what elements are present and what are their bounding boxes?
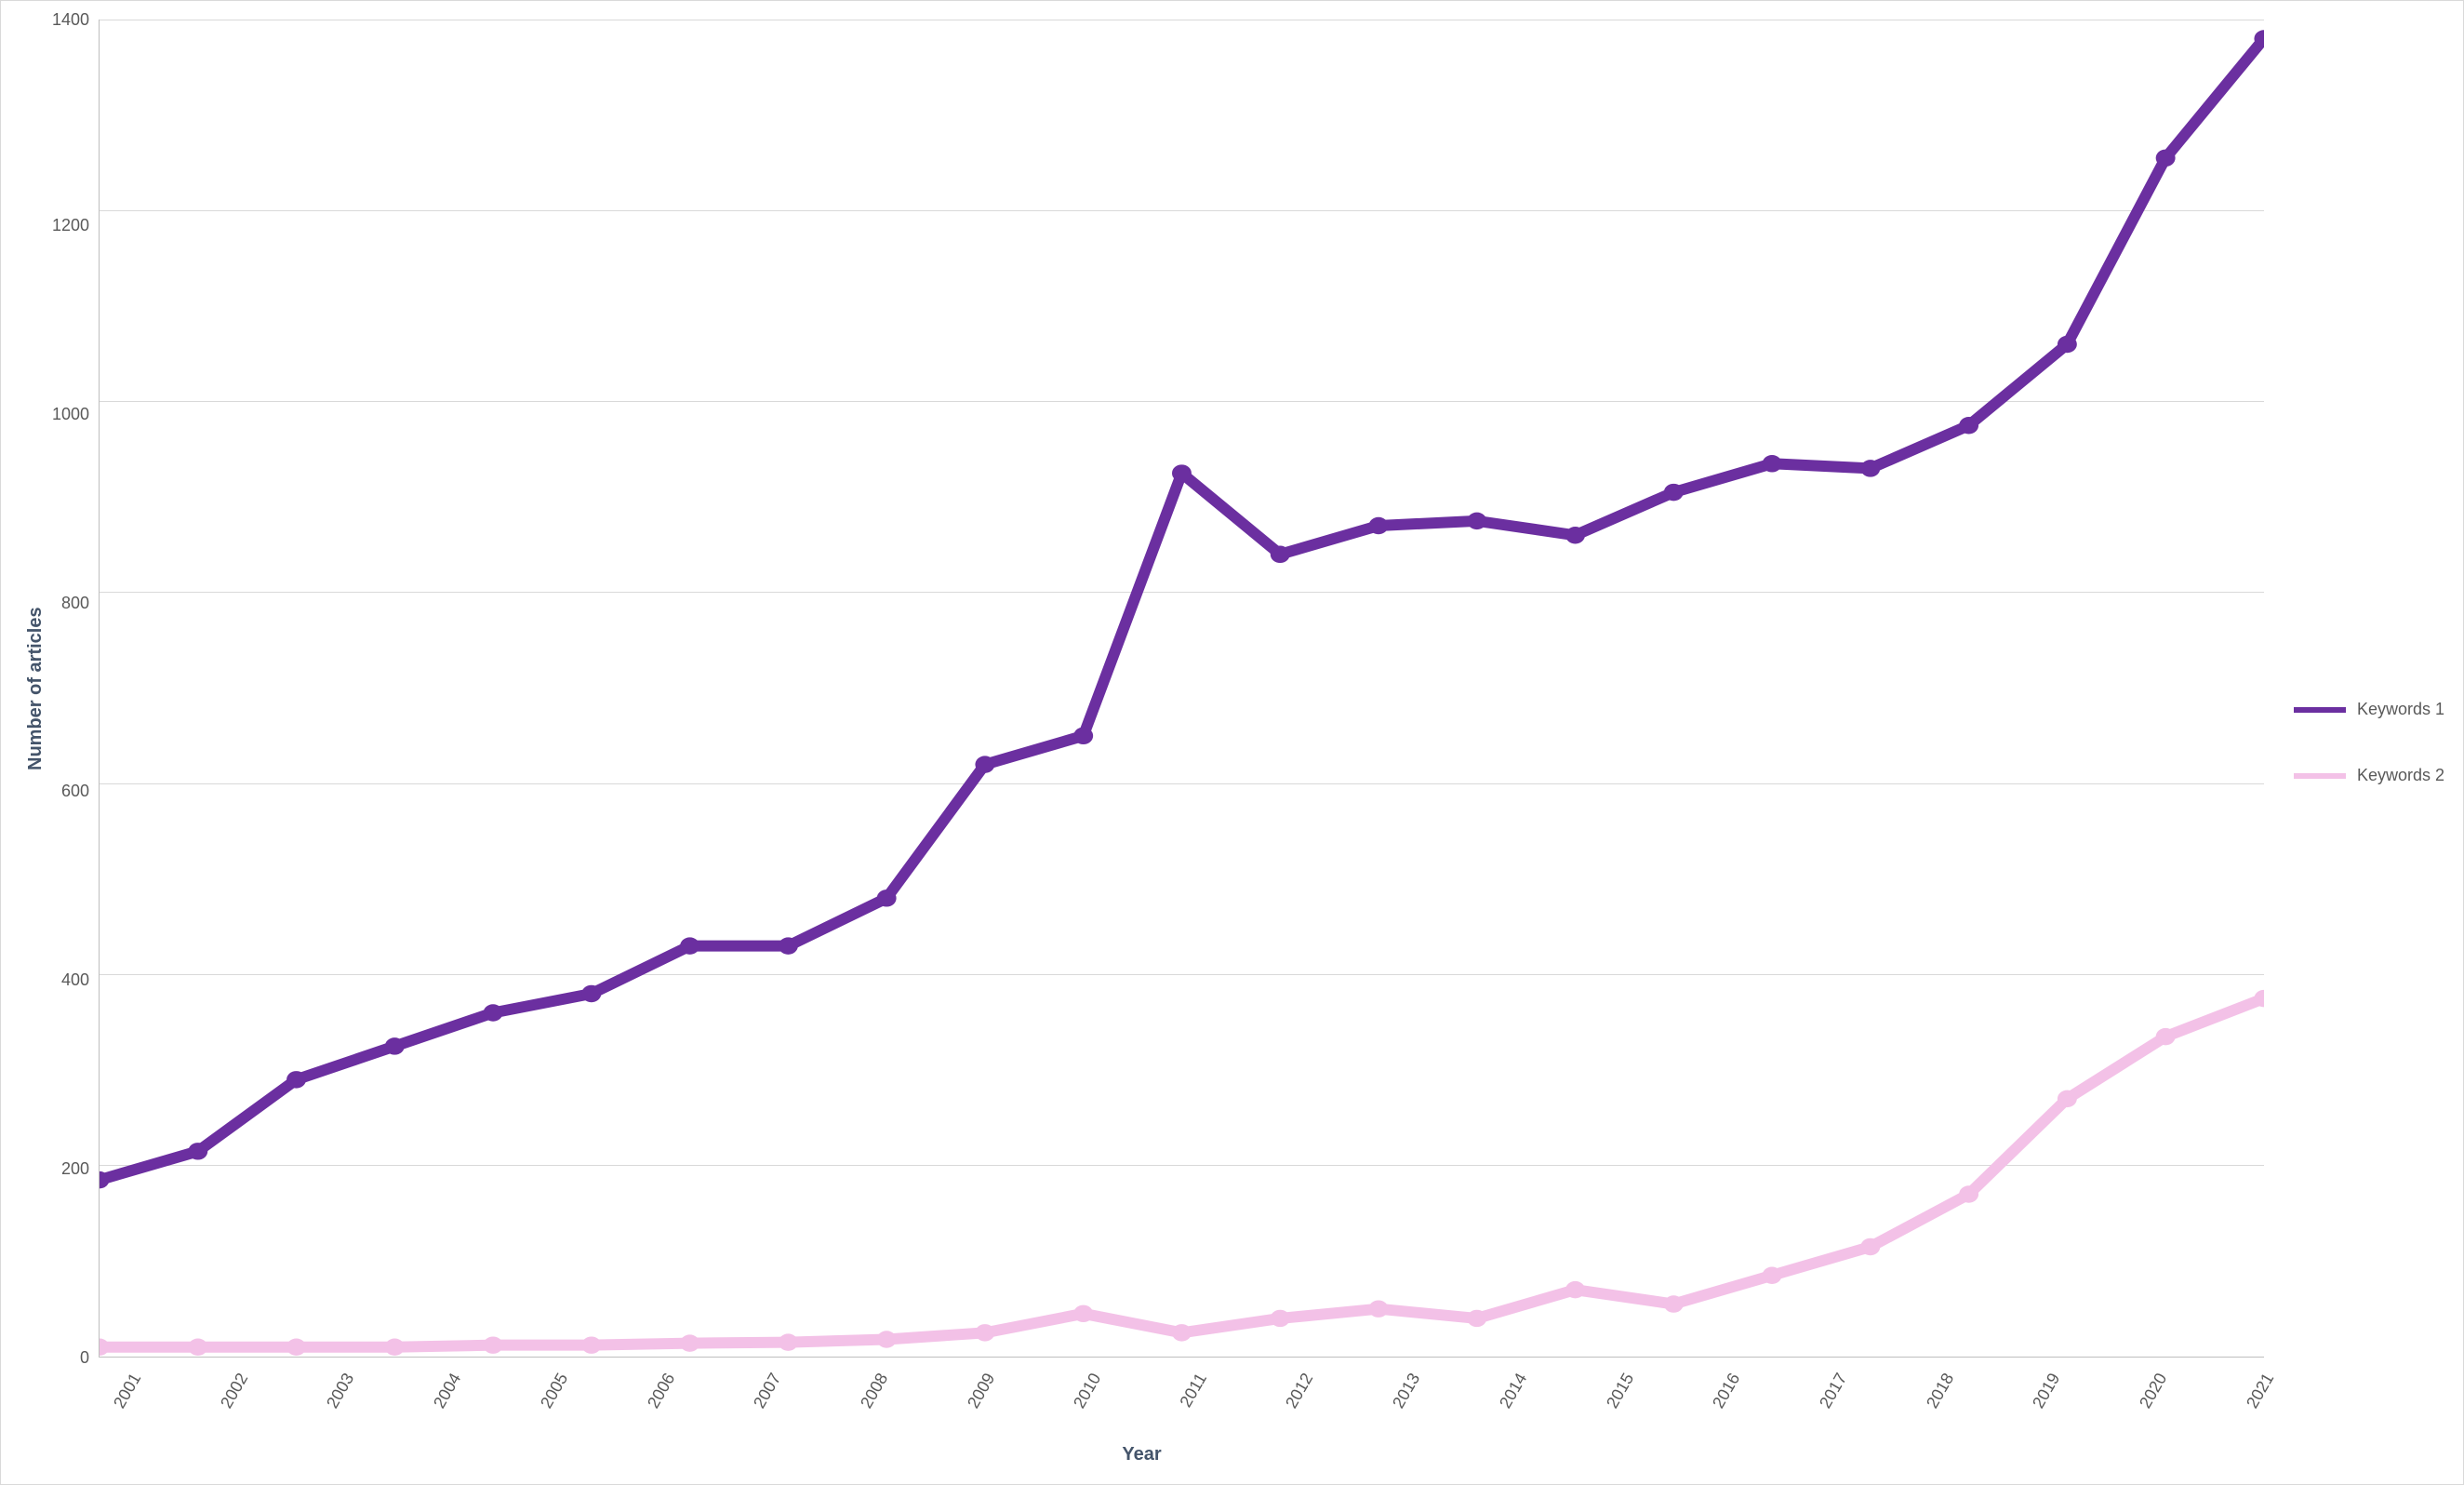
y-tick: 400	[61, 971, 89, 988]
series-marker-0	[1565, 527, 1585, 543]
x-tick: 2019	[2029, 1370, 2064, 1411]
plot-row: Number of articles 140012001000800600400…	[20, 20, 2264, 1358]
x-tick: 2021	[2243, 1370, 2278, 1411]
legend-item: Keywords 2	[2294, 766, 2444, 785]
series-marker-1	[877, 1331, 897, 1347]
x-axis-ticks-row: X 20012002200320042005200620072008200920…	[20, 1365, 2264, 1385]
series-marker-0	[1860, 460, 1880, 476]
series-marker-1	[779, 1333, 798, 1350]
x-tick: 2003	[323, 1370, 358, 1411]
series-marker-0	[1369, 517, 1389, 534]
chart-container: Number of articles 1400 1200 1000 800 600 400…	[0, 0, 2464, 1485]
series-marker-1	[1664, 1295, 1684, 1312]
chart-svg	[100, 20, 2264, 1357]
x-tick: 2009	[964, 1370, 999, 1411]
x-tick: 2020	[2136, 1370, 2171, 1411]
x-tick: 2001	[110, 1370, 145, 1411]
series-marker-1	[975, 1324, 994, 1341]
series-marker-1	[1959, 1185, 1978, 1202]
series-marker-0	[1073, 728, 1093, 744]
series-marker-0	[484, 1004, 503, 1021]
series-marker-1	[2058, 1090, 2077, 1107]
series-marker-1	[484, 1336, 503, 1353]
legend-swatch	[2294, 773, 2346, 779]
series-marker-1	[286, 1338, 306, 1355]
series-marker-0	[1664, 484, 1684, 501]
series-marker-1	[1172, 1324, 1192, 1341]
series-marker-0	[581, 985, 601, 1002]
series-marker-1	[1565, 1281, 1585, 1298]
series-marker-0	[286, 1071, 306, 1088]
y-tick: 800	[61, 595, 89, 611]
series-line-0	[100, 39, 2264, 1181]
series-marker-0	[779, 937, 798, 954]
series-marker-0	[1467, 513, 1486, 529]
series-marker-0	[680, 937, 699, 954]
series-marker-1	[581, 1336, 601, 1353]
x-tick: 2004	[430, 1370, 465, 1411]
series-marker-1	[188, 1338, 207, 1355]
series-marker-0	[975, 756, 994, 772]
series-marker-0	[1172, 464, 1192, 481]
x-tick: 2017	[1816, 1370, 1851, 1411]
legend-label: Keywords 2	[2357, 766, 2444, 785]
y-tick: 600	[61, 783, 89, 799]
legend-item: Keywords 1	[2294, 700, 2444, 719]
x-tick: 2011	[1176, 1370, 1211, 1411]
series-marker-1	[1369, 1300, 1389, 1317]
series-marker-1	[1860, 1238, 1880, 1255]
y-tick: 1400	[52, 11, 89, 28]
legend: Keywords 1 Keywords 2	[2264, 700, 2444, 785]
x-tick: 2013	[1389, 1370, 1424, 1411]
series-marker-0	[2156, 150, 2176, 167]
x-tick: 2002	[217, 1370, 252, 1411]
x-tick: 2005	[537, 1370, 572, 1411]
y-axis-ticks: 1400120010008006004002000	[52, 20, 99, 1358]
legend-swatch	[2294, 707, 2346, 713]
series-marker-1	[1271, 1310, 1290, 1327]
y-tick: 1000	[52, 406, 89, 422]
plot-area	[99, 20, 2264, 1358]
series-marker-0	[385, 1037, 405, 1054]
series-marker-0	[2058, 336, 2077, 353]
series-marker-0	[188, 1143, 207, 1159]
series-marker-0	[1959, 417, 1978, 434]
series-marker-1	[385, 1338, 405, 1355]
x-tick: 2014	[1496, 1370, 1531, 1411]
x-tick: 2008	[857, 1370, 892, 1411]
legend-label: Keywords 1	[2357, 700, 2444, 719]
series-marker-1	[100, 1338, 109, 1355]
series-marker-1	[2156, 1028, 2176, 1045]
series-marker-0	[877, 890, 897, 906]
series-marker-1	[1073, 1305, 1093, 1322]
series-marker-1	[1467, 1310, 1486, 1327]
x-tick: 2006	[644, 1370, 679, 1411]
x-axis-ticks: 2001200220032004200520062007200820092010…	[94, 1365, 2264, 1385]
series-line-1	[100, 998, 2264, 1347]
y-tick: 0	[80, 1349, 89, 1366]
x-tick: 2016	[1709, 1370, 1744, 1411]
plot-wrapper: Number of articles 140012001000800600400…	[20, 20, 2264, 1465]
x-tick: 2018	[1923, 1370, 1958, 1411]
series-marker-0	[1763, 455, 1782, 472]
x-tick: 2012	[1282, 1370, 1317, 1411]
series-marker-1	[680, 1334, 699, 1351]
x-tick: 2010	[1070, 1370, 1105, 1411]
y-axis-title: Number of articles	[20, 20, 52, 1358]
x-axis-title: Year	[1122, 1444, 1161, 1465]
x-tick: 2007	[750, 1370, 785, 1411]
y-tick: 1200	[52, 217, 89, 234]
series-marker-0	[1271, 546, 1290, 563]
series-marker-1	[1763, 1267, 1782, 1284]
y-tick: 200	[61, 1160, 89, 1177]
x-tick: 2015	[1603, 1370, 1638, 1411]
